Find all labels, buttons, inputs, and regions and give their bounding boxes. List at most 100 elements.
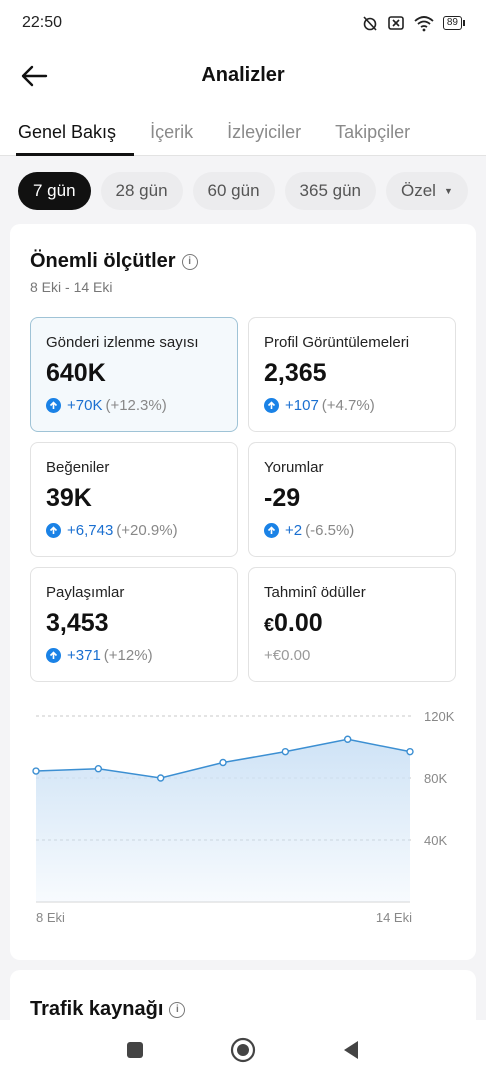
x-tick-label: 14 Eki [376, 910, 412, 925]
data-point [406, 747, 414, 756]
metric-label: Beğeniler [46, 459, 110, 476]
metric-value: €0.00 [264, 609, 441, 638]
arrow-left-icon [21, 65, 48, 87]
metric-label: Yorumlar [264, 459, 324, 476]
tab-viewers[interactable]: İzleyiciler [227, 122, 302, 142]
tab-content[interactable]: İçerik [150, 122, 194, 142]
x-tick-label: 8 Eki [36, 910, 65, 925]
arrow-up-icon [46, 523, 61, 538]
change-value: +70K [67, 397, 103, 414]
chip-label: Özel [401, 181, 436, 200]
metric-profile-views[interactable]: Profil Görüntülemeleri 2,365 +107 (+4.7%… [248, 317, 456, 432]
metric-likes[interactable]: Beğeniler 39K +6,743 (+20.9%) [30, 442, 238, 557]
tab-followers[interactable]: Takipçiler [335, 122, 411, 142]
key-metrics-title: Önemli ölçütler [30, 250, 176, 272]
metric-post-views[interactable]: Gönderi izlenme sayısı 640K +70K (+12.3%… [30, 317, 238, 432]
metric-value: 3,453 [46, 609, 109, 637]
reward-amount: 0.00 [274, 609, 323, 637]
home-button[interactable] [230, 1037, 256, 1063]
data-point [32, 767, 40, 775]
back-button[interactable] [18, 60, 50, 92]
metric-label: Profil Görüntülemeleri [264, 334, 410, 351]
data-point [94, 764, 103, 773]
metric-shares[interactable]: Paylaşımlar 3,453 +371 (+12%) [30, 567, 238, 682]
y-tick-label: 40K [424, 833, 447, 848]
metric-change: +70K (+12.3%) [46, 397, 223, 414]
arrow-up-icon [264, 398, 279, 413]
header: Analizler [0, 46, 486, 104]
traffic-source-title: Trafik kaynağı [30, 998, 164, 1020]
y-tick-label: 120K [424, 709, 455, 724]
change-value: +371 [67, 647, 101, 664]
metric-label: Tahminî ödüller [264, 584, 366, 601]
arrow-up-icon [46, 648, 61, 663]
square-icon [127, 1042, 143, 1058]
chip-label: 28 gün [115, 181, 168, 200]
data-point [156, 774, 165, 782]
metric-change: +€0.00 [264, 647, 441, 664]
data-point [219, 758, 227, 767]
chip-60-days[interactable]: 60 gün [192, 172, 275, 210]
chip-28-days[interactable]: 28 gün [100, 172, 183, 210]
change-percent: (+12.3%) [105, 397, 167, 414]
y-tick-label: 80K [424, 771, 447, 786]
status-bar: 22:50 89 [0, 0, 486, 46]
page-title: Analizler [201, 63, 285, 86]
battery-icon: 89 [442, 16, 466, 30]
info-icon[interactable]: i [169, 1001, 186, 1018]
system-nav-bar [0, 1020, 486, 1080]
change-value: +2 [285, 522, 303, 539]
metric-comments[interactable]: Yorumlar -29 +2 (-6.5%) [248, 442, 456, 557]
arrow-up-icon [46, 398, 61, 413]
change-value: +6,743 [67, 522, 114, 539]
section-title: Önemli ölçütler i [30, 250, 456, 273]
metric-change: +6,743 (+20.9%) [46, 522, 223, 539]
chip-label: 60 gün [207, 181, 260, 200]
top-area: 22:50 89 Analizler Genel Bakış İçerik İz… [0, 0, 486, 156]
change-value: +107 [285, 397, 319, 414]
arrow-up-icon [264, 523, 279, 538]
series-area [36, 739, 410, 902]
status-icons: 89 [361, 14, 466, 32]
notification-x-icon [388, 16, 404, 30]
metric-value: 2,365 [264, 359, 327, 387]
metric-estimated-rewards[interactable]: Tahminî ödüller €0.00 +€0.00 [248, 567, 456, 682]
chip-365-days[interactable]: 365 gün [284, 172, 376, 210]
change-percent: (+4.7%) [321, 397, 375, 414]
status-time: 22:50 [22, 14, 63, 31]
triangle-back-icon [344, 1041, 358, 1059]
recents-button[interactable] [126, 1041, 144, 1059]
chip-label: 7 gün [33, 181, 76, 200]
change-percent: (+12%) [103, 647, 153, 664]
key-metrics-card: Önemli ölçütler i 8 Eki - 14 Eki Gönderi… [10, 224, 476, 960]
date-range-label: 8 Eki - 14 Eki [30, 279, 113, 295]
back-nav-button[interactable] [342, 1040, 360, 1060]
change-value: +€0.00 [264, 647, 311, 664]
change-percent: (-6.5%) [305, 522, 355, 539]
metric-value: 640K [46, 359, 106, 387]
chip-7-days[interactable]: 7 gün [18, 172, 91, 210]
data-point [343, 735, 352, 743]
info-icon[interactable]: i [181, 253, 198, 270]
caret-down-icon: ▼ [443, 186, 453, 196]
metrics-grid: Gönderi izlenme sayısı 640K +70K (+12.3%… [30, 317, 456, 682]
chip-label: 365 gün [299, 181, 361, 200]
alarm-off-icon [363, 16, 377, 31]
wifi-icon [414, 16, 434, 32]
metric-change: +371 (+12%) [46, 647, 223, 664]
date-range-chips: 7 gün 28 gün 60 gün 365 gün Özel ▼ [0, 156, 486, 224]
metric-label: Gönderi izlenme sayısı [46, 334, 199, 351]
metric-change: +107 (+4.7%) [264, 397, 441, 414]
views-line-chart: 120K 80K 40K 8 Eki 14 Eki [32, 709, 455, 925]
currency-symbol: € [264, 615, 275, 635]
views-chart: 120K 80K 40K 8 Eki 14 Eki [28, 702, 456, 937]
tab-bar: Genel Bakış İçerik İzleyiciler Takipçile… [0, 104, 486, 156]
metric-label: Paylaşımlar [46, 584, 125, 601]
section-title: Trafik kaynağı i [30, 998, 456, 1021]
metric-value: -29 [264, 484, 301, 512]
chip-custom[interactable]: Özel ▼ [386, 172, 468, 210]
tab-overview[interactable]: Genel Bakış [15, 122, 135, 156]
metric-value: 39K [46, 484, 92, 512]
change-percent: (+20.9%) [116, 522, 178, 539]
circle-icon [230, 1037, 256, 1063]
